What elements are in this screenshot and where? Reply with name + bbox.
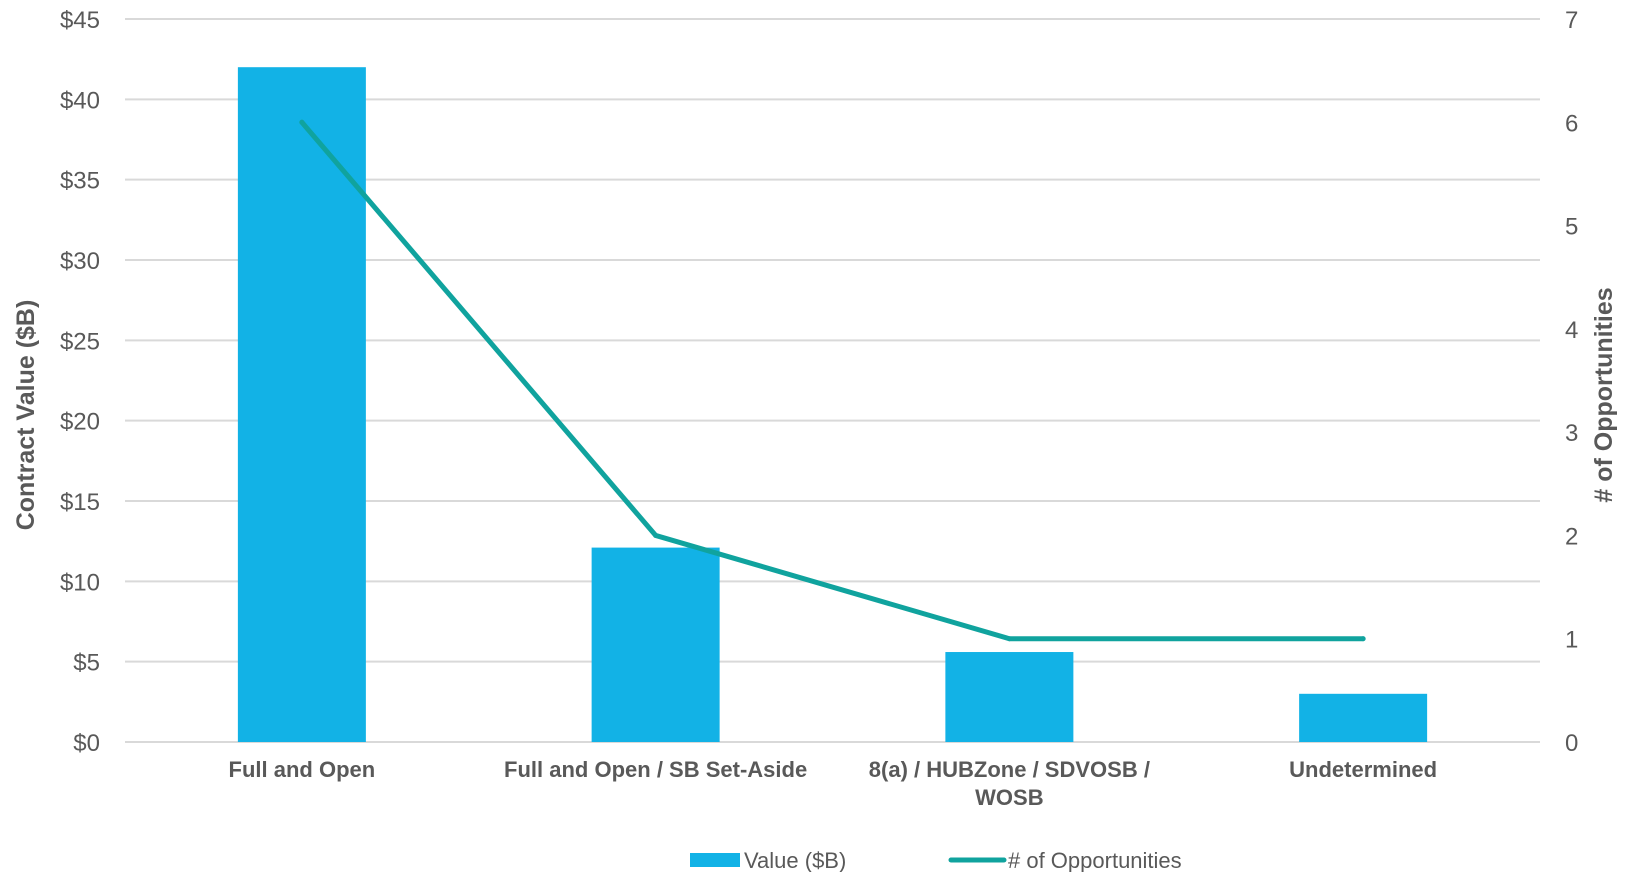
category-label: 8(a) / HUBZone / SDVOSB / WOSB — [869, 757, 1150, 810]
category-label: Full and Open — [229, 757, 376, 782]
right-tick-label: 1 — [1565, 627, 1578, 654]
category-labels: Full and Open Full and Open / SB Set-Asid… — [229, 757, 1438, 810]
bar — [591, 547, 720, 742]
line-point — [299, 119, 305, 125]
left-axis-title: Contract Value ($B) — [12, 300, 40, 531]
right-tick-label: 3 — [1565, 420, 1578, 447]
left-tick-label: $25 — [60, 328, 100, 355]
right-tick-label: 0 — [1565, 730, 1578, 757]
category-label: Full and Open / SB Set-Aside — [504, 757, 807, 782]
left-tick-label: $15 — [60, 489, 100, 516]
bar — [1299, 693, 1428, 742]
legend-swatch-value — [690, 853, 740, 867]
left-tick-label: $30 — [60, 248, 100, 275]
line-point — [653, 532, 659, 538]
legend: Value ($B) # of Opportunities — [690, 848, 1182, 872]
left-tick-label: $35 — [60, 168, 100, 195]
line-series — [299, 119, 1366, 642]
left-tick-label: $10 — [60, 569, 100, 596]
left-tick-label: $40 — [60, 87, 100, 114]
right-tick-label: 7 — [1565, 7, 1578, 34]
legend-label-opportunities: # of Opportunities — [1008, 848, 1182, 872]
right-axis-ticks: 0 1 2 3 4 5 6 7 — [1565, 7, 1578, 757]
left-axis-ticks: $0 $5 $10 $15 $20 $25 $30 $35 $40 $45 — [60, 7, 100, 757]
legend-label-value: Value ($B) — [744, 848, 846, 872]
right-tick-label: 6 — [1565, 110, 1578, 137]
line-point — [1006, 636, 1012, 642]
left-tick-label: $5 — [73, 650, 100, 677]
bar — [945, 652, 1074, 742]
bar-series — [237, 67, 1428, 742]
right-tick-label: 2 — [1565, 523, 1578, 550]
opportunities-line — [299, 119, 1366, 642]
left-tick-label: $0 — [73, 730, 100, 757]
bar — [237, 67, 366, 742]
right-axis-title: # of Opportunities — [1590, 287, 1618, 502]
left-tick-label: $20 — [60, 409, 100, 436]
line-point — [1360, 636, 1366, 642]
category-label: Undetermined — [1289, 757, 1437, 782]
right-tick-label: 5 — [1565, 214, 1578, 241]
left-tick-label: $45 — [60, 7, 100, 34]
right-tick-label: 4 — [1565, 317, 1578, 344]
